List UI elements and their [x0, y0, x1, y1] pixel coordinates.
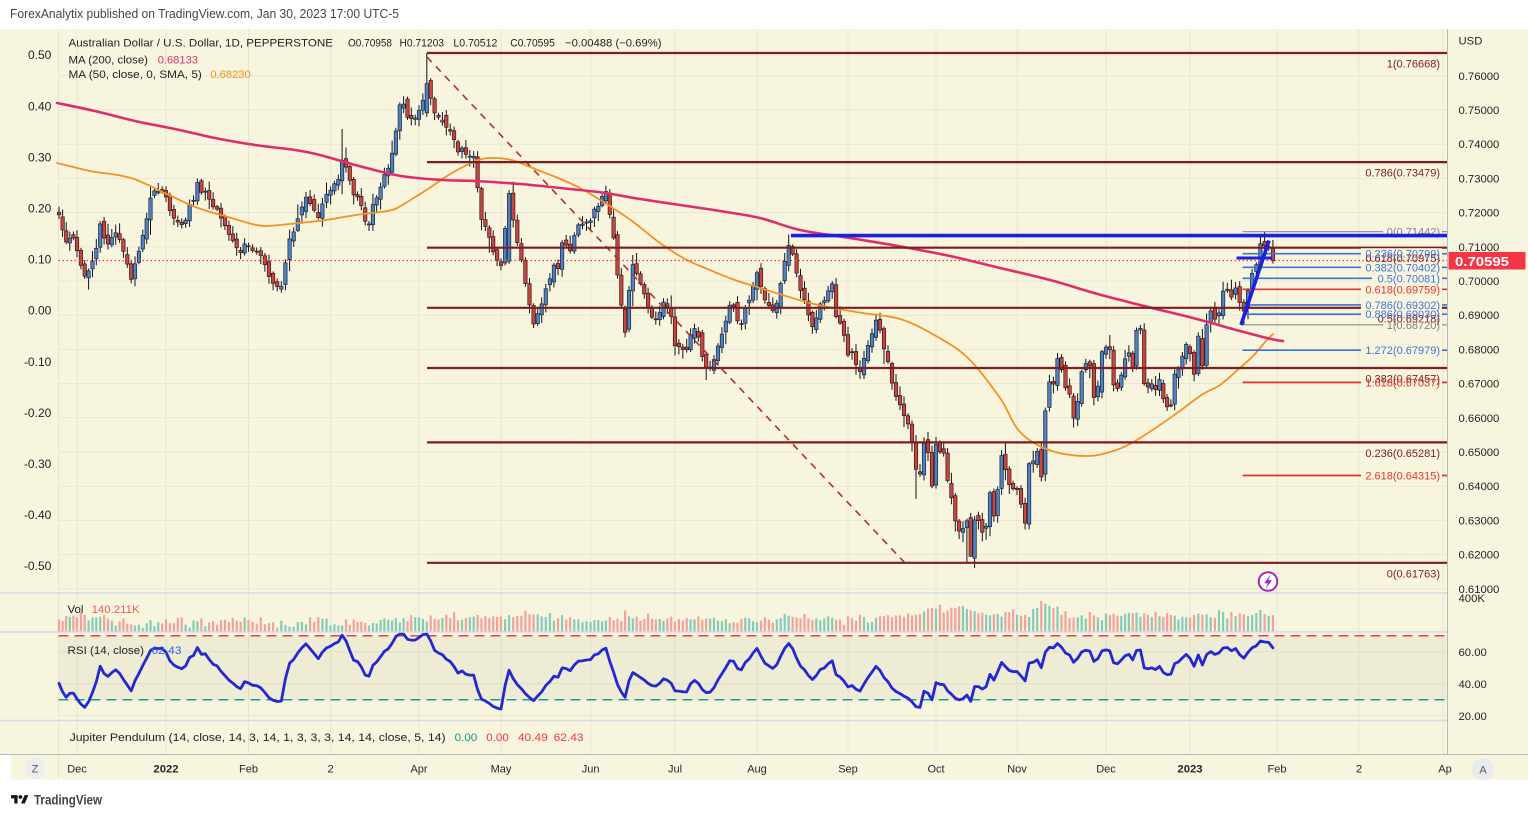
svg-text:C0.70595: C0.70595: [510, 37, 555, 49]
svg-text:-0.10: -0.10: [24, 355, 52, 369]
svg-text:0.00: 0.00: [486, 732, 509, 744]
svg-text:Sep: Sep: [838, 763, 858, 775]
svg-text:0.68133: 0.68133: [158, 54, 198, 66]
svg-text:0.382(0.67457): 0.382(0.67457): [1365, 374, 1440, 386]
svg-text:0.61000: 0.61000: [1459, 584, 1500, 596]
svg-text:0.66000: 0.66000: [1459, 413, 1500, 425]
svg-text:40.49: 40.49: [518, 732, 548, 744]
svg-text:L0.70512: L0.70512: [453, 37, 497, 49]
svg-text:0.74000: 0.74000: [1459, 139, 1500, 151]
svg-text:2023: 2023: [1177, 763, 1202, 775]
svg-text:0.64000: 0.64000: [1459, 481, 1500, 493]
svg-text:0.5(0.69218): 0.5(0.69218): [1378, 313, 1440, 325]
svg-text:1(0.76668): 1(0.76668): [1387, 59, 1440, 71]
svg-text:0.71000: 0.71000: [1459, 242, 1500, 254]
svg-text:0.65000: 0.65000: [1459, 447, 1500, 459]
svg-text:Ap: Ap: [1438, 763, 1451, 775]
svg-text:2: 2: [1356, 763, 1362, 775]
svg-text:1.618(0.67037): 1.618(0.67037): [1365, 377, 1440, 389]
svg-text:0.69000: 0.69000: [1459, 310, 1500, 322]
svg-text:TradingView: TradingView: [34, 792, 102, 808]
svg-text:H0.71203: H0.71203: [400, 37, 445, 49]
svg-text:-0.20: -0.20: [24, 406, 52, 420]
svg-text:0.618(0.70975): 0.618(0.70975): [1365, 253, 1440, 265]
svg-text:1.272(0.67979): 1.272(0.67979): [1365, 345, 1440, 357]
svg-text:May: May: [491, 763, 512, 775]
svg-text:0.72000: 0.72000: [1459, 208, 1500, 220]
svg-text:400K: 400K: [1459, 593, 1486, 605]
svg-text:0.50: 0.50: [28, 48, 52, 62]
svg-text:20.00: 20.00: [1459, 711, 1487, 723]
svg-text:0.75000: 0.75000: [1459, 105, 1500, 117]
svg-text:0.68230: 0.68230: [210, 69, 250, 81]
svg-text:Aug: Aug: [747, 763, 767, 775]
svg-text:Dec: Dec: [1096, 763, 1116, 775]
svg-text:0.382(0.70402): 0.382(0.70402): [1365, 262, 1440, 274]
svg-text:Feb: Feb: [239, 763, 258, 775]
svg-text:0.786(0.73479): 0.786(0.73479): [1365, 168, 1440, 180]
svg-text:USD: USD: [1459, 36, 1483, 48]
svg-text:2022: 2022: [153, 763, 178, 775]
svg-text:0.236(0.65281): 0.236(0.65281): [1365, 448, 1440, 460]
svg-text:Jun: Jun: [582, 763, 600, 775]
svg-text:0.70000: 0.70000: [1459, 276, 1500, 288]
svg-text:0.73000: 0.73000: [1459, 173, 1500, 185]
svg-text:1(0.68720): 1(0.68720): [1387, 320, 1440, 332]
svg-text:62.43: 62.43: [152, 645, 182, 657]
svg-text:0.67000: 0.67000: [1459, 379, 1500, 391]
svg-text:Nov: Nov: [1007, 763, 1027, 775]
svg-text:0.786(0.69302): 0.786(0.69302): [1365, 300, 1440, 312]
svg-text:−0.00488 (−0.69%): −0.00488 (−0.69%): [565, 37, 662, 49]
svg-text:0(0.61763): 0(0.61763): [1387, 568, 1440, 580]
svg-text:MA (50, close, 0, SMA, 5): MA (50, close, 0, SMA, 5): [69, 69, 203, 81]
svg-text:A: A: [1479, 764, 1487, 776]
svg-text:Jupiter Pendulum (14, close, 1: Jupiter Pendulum (14, close, 14, 3, 14, …: [70, 732, 446, 744]
svg-text:Apr: Apr: [410, 763, 427, 775]
svg-text:Dec: Dec: [67, 763, 87, 775]
svg-text:Vol: Vol: [68, 604, 84, 616]
svg-text:Z: Z: [32, 763, 39, 775]
svg-text:0.20: 0.20: [28, 202, 52, 216]
svg-text:Oct: Oct: [927, 763, 944, 775]
svg-text:0.62000: 0.62000: [1459, 550, 1500, 562]
svg-text:Feb: Feb: [1268, 763, 1287, 775]
svg-text:0.40: 0.40: [28, 99, 52, 113]
svg-text:140.211K: 140.211K: [92, 604, 141, 616]
svg-text:2: 2: [328, 763, 334, 775]
svg-text:2.618(0.64315): 2.618(0.64315): [1365, 471, 1440, 483]
svg-text:0.236(0.70799): 0.236(0.70799): [1365, 249, 1440, 261]
svg-text:0.00: 0.00: [28, 304, 52, 318]
svg-text:40.00: 40.00: [1459, 679, 1487, 691]
svg-text:0.618(0.69759): 0.618(0.69759): [1365, 284, 1440, 296]
svg-text:Australian Dollar / U.S. Dolla: Australian Dollar / U.S. Dollar, 1D, PEP…: [69, 37, 334, 49]
svg-text:0.00: 0.00: [455, 732, 478, 744]
svg-text:0.68000: 0.68000: [1459, 344, 1500, 356]
svg-text:0.63000: 0.63000: [1459, 515, 1500, 527]
svg-text:-0.30: -0.30: [24, 457, 52, 471]
svg-text:MA (200, close): MA (200, close): [69, 54, 149, 66]
svg-text:RSI (14, close): RSI (14, close): [68, 645, 145, 657]
svg-text:O0.70958: O0.70958: [348, 37, 392, 49]
svg-text:0.886(0.69030): 0.886(0.69030): [1365, 309, 1440, 321]
svg-text:-0.50: -0.50: [24, 559, 52, 573]
svg-text:0.10: 0.10: [28, 253, 52, 267]
svg-text:ForexAnalytix published on Tra: ForexAnalytix published on TradingView.c…: [10, 6, 399, 21]
svg-text:Jul: Jul: [668, 763, 682, 775]
svg-text:0.70595: 0.70595: [1455, 254, 1509, 269]
svg-text:-0.40: -0.40: [24, 508, 52, 522]
svg-text:0.30: 0.30: [28, 150, 52, 164]
svg-text:62.43: 62.43: [554, 732, 584, 744]
svg-text:60.00: 60.00: [1459, 647, 1487, 659]
svg-text:0.5(0.70081): 0.5(0.70081): [1378, 273, 1440, 285]
svg-text:0.76000: 0.76000: [1459, 71, 1500, 83]
